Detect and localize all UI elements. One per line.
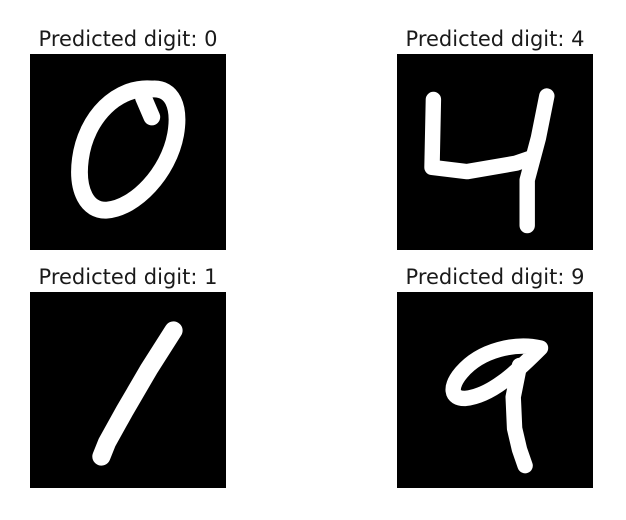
digit-image-9	[397, 292, 593, 488]
digit-image-4	[397, 54, 593, 250]
digit-image-0	[30, 54, 226, 250]
stroke-9-loop	[445, 338, 549, 407]
stroke-4-left	[424, 91, 540, 180]
stroke-9-tail	[505, 357, 533, 474]
stroke-1	[92, 321, 183, 466]
digit-image-1	[30, 292, 226, 488]
stroke-0-inner	[134, 89, 161, 126]
stroke-0	[71, 80, 186, 219]
panel-title: Predicted digit: 0	[38, 27, 218, 51]
stroke-4-right	[519, 88, 555, 234]
panel-title: Predicted digit: 1	[38, 265, 218, 289]
panel-title: Predicted digit: 4	[405, 27, 585, 51]
panel-title: Predicted digit: 9	[405, 265, 585, 289]
